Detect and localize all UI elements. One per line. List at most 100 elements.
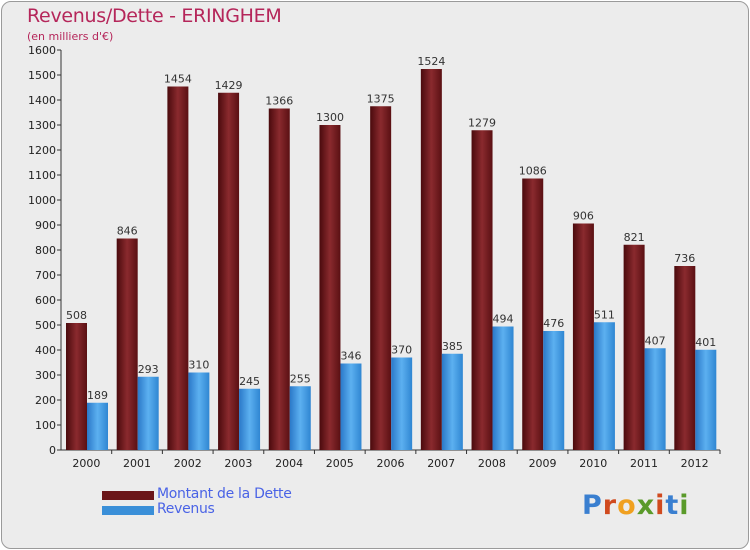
y-tick-label: 1300	[28, 119, 56, 132]
bar-revenus	[695, 349, 717, 450]
data-label: 407	[645, 334, 666, 347]
bar-revenus	[391, 357, 413, 450]
y-tick-label: 300	[35, 369, 56, 382]
y-tick-label: 200	[35, 394, 56, 407]
data-label: 346	[340, 350, 361, 363]
x-tick-label: 2009	[529, 457, 557, 470]
x-tick-label: 2008	[478, 457, 506, 470]
bar-revenus	[340, 363, 362, 450]
bar-dette	[674, 266, 696, 450]
y-tick-label: 1600	[28, 44, 56, 57]
y-tick-label: 1500	[28, 69, 56, 82]
y-tick-label: 800	[35, 244, 56, 257]
data-label: 1375	[367, 92, 395, 105]
data-label: 1300	[316, 111, 344, 124]
data-label: 370	[391, 344, 412, 357]
bar-revenus	[289, 386, 311, 450]
bar-dette	[268, 108, 290, 450]
data-label: 1429	[215, 79, 243, 92]
bar-dette	[471, 130, 493, 450]
bar-dette	[572, 223, 594, 450]
data-label: 245	[239, 375, 260, 388]
legend-swatch-dette	[102, 491, 154, 500]
x-tick-label: 2000	[72, 457, 100, 470]
y-tick-label: 700	[35, 269, 56, 282]
bar-dette	[116, 238, 138, 450]
x-tick-label: 2010	[579, 457, 607, 470]
logo-letter: i	[655, 490, 666, 521]
bar-revenus	[441, 353, 463, 450]
data-label: 293	[138, 363, 159, 376]
legend-label-revenus: Revenus	[157, 501, 215, 517]
chart-bars	[66, 69, 717, 450]
data-label: 401	[695, 336, 716, 349]
chart-title: Revenus/Dette - ERINGHEM	[27, 5, 282, 27]
data-label: 476	[543, 317, 564, 330]
data-label: 1366	[265, 95, 293, 108]
bar-dette	[370, 106, 392, 450]
y-tick-label: 900	[35, 219, 56, 232]
y-tick-label: 1000	[28, 194, 56, 207]
y-tick-label: 400	[35, 344, 56, 357]
y-tick-label: 0	[49, 444, 56, 457]
data-label: 736	[674, 252, 695, 265]
bar-revenus	[644, 348, 666, 450]
bar-dette	[623, 244, 645, 450]
x-tick-label: 2002	[174, 457, 202, 470]
y-tick-label: 1400	[28, 94, 56, 107]
x-tick-label: 2003	[224, 457, 252, 470]
legend-swatch-revenus	[102, 506, 154, 515]
bar-revenus	[593, 322, 615, 450]
bar-dette	[167, 86, 189, 450]
x-tick-label: 2001	[123, 457, 151, 470]
bar-dette	[66, 323, 87, 450]
y-tick-label: 100	[35, 419, 56, 432]
bar-revenus	[87, 402, 108, 450]
x-tick-label: 2005	[326, 457, 354, 470]
logo-letter: t	[665, 490, 680, 521]
data-label: 310	[188, 359, 209, 372]
logo-letter: P	[582, 490, 603, 521]
logo-letter: o	[617, 490, 637, 521]
data-label: 189	[87, 389, 108, 402]
y-tick-label: 500	[35, 319, 56, 332]
data-label: 821	[624, 231, 645, 244]
logo-letter: x	[636, 490, 656, 521]
data-label: 1279	[468, 116, 496, 129]
bar-dette	[522, 178, 544, 450]
x-tick-label: 2004	[275, 457, 303, 470]
data-label: 511	[594, 308, 615, 321]
chart-data-labels: 508 189 846 293 1454 310 1429 245 1366 255 1300 346…	[66, 55, 716, 402]
logo-letter: r	[602, 490, 618, 521]
data-label: 906	[573, 210, 594, 223]
data-label: 1524	[417, 55, 445, 68]
data-label: 494	[493, 313, 514, 326]
bar-dette	[420, 69, 442, 450]
data-label: 255	[290, 372, 311, 385]
x-tick-label: 2011	[630, 457, 658, 470]
bar-revenus	[492, 326, 514, 450]
data-label: 385	[442, 340, 463, 353]
bar-dette	[319, 125, 341, 450]
proxiti-logo: Proxiti	[582, 490, 690, 521]
y-tick-label: 1100	[28, 169, 56, 182]
y-tick-label: 600	[35, 294, 56, 307]
logo-letter: i	[679, 490, 690, 521]
bar-revenus	[137, 376, 159, 450]
data-label: 508	[66, 309, 87, 322]
legend-label-dette: Montant de la Dette	[157, 486, 292, 502]
data-label: 846	[117, 225, 138, 238]
bar-revenus	[543, 331, 565, 450]
x-tick-label: 2007	[427, 457, 455, 470]
data-label: 1454	[164, 73, 192, 86]
bar-revenus	[188, 372, 210, 450]
y-tick-label: 1200	[28, 144, 56, 157]
x-tick-label: 2012	[681, 457, 709, 470]
bar-dette	[218, 92, 240, 450]
data-label: 1086	[519, 165, 547, 178]
chart-subtitle: (en milliers d'€)	[27, 30, 114, 43]
x-tick-label: 2006	[377, 457, 405, 470]
bar-revenus	[239, 388, 261, 450]
